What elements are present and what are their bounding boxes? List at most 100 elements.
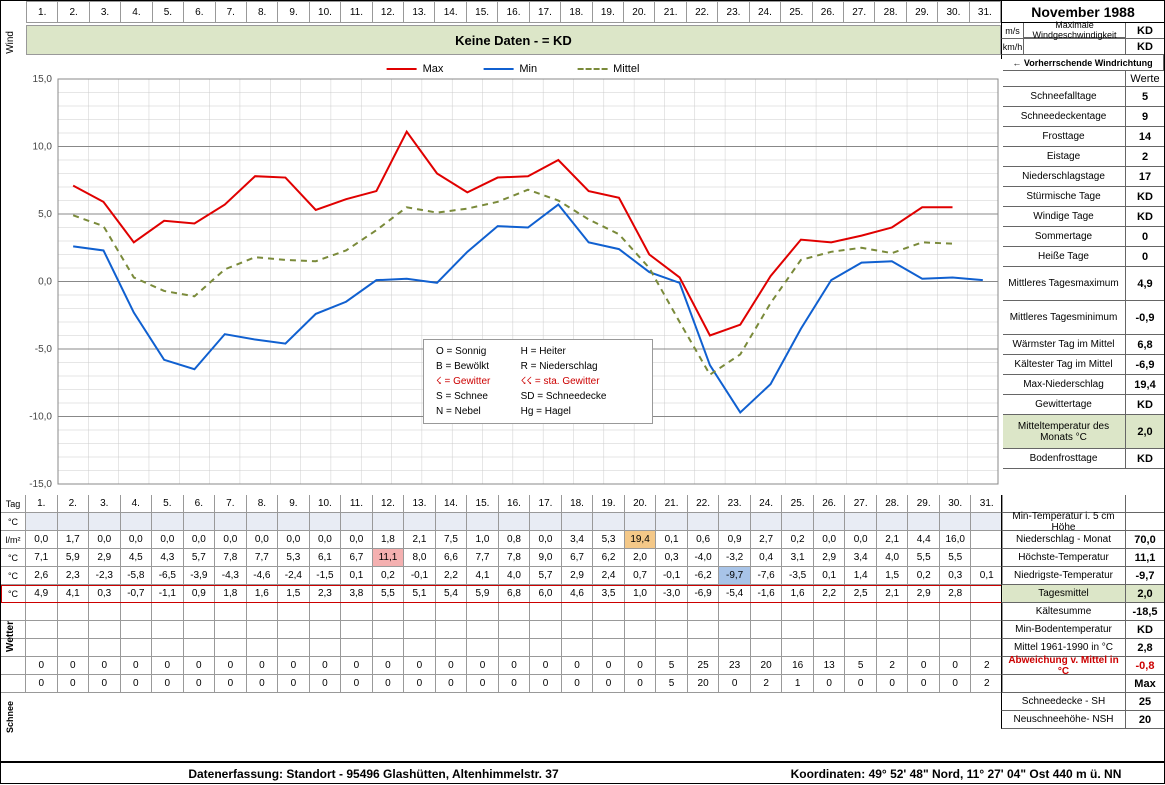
- row-label: Schneedecke - SH25: [1001, 693, 1164, 711]
- day-col-9: 9.: [278, 1, 309, 23]
- data-row: [1, 603, 1003, 621]
- stat-label: Wärmster Tag im Mittel: [1002, 335, 1126, 354]
- data-row: l/m²0,01,70,00,00,00,00,00,00,00,00,01,8…: [1, 531, 1003, 549]
- stat-label: Mitteltemperatur des Monats °C: [1002, 415, 1126, 448]
- day-col-20: 20.: [624, 1, 655, 23]
- wind-stats: m/s Maximale Windgeschwindigkeit KD km/h…: [1001, 23, 1164, 87]
- stats-table: Schneefalltage5Schneedeckentage9Frosttag…: [1001, 87, 1164, 469]
- weather-report: November 1988 1.2.3.4.5.6.7.8.9.10.11.12…: [0, 0, 1165, 784]
- day-col-10: 10.: [310, 1, 341, 23]
- footer: Datenerfassung: Standort - 95496 Glashüt…: [1, 761, 1165, 783]
- day-col-6: 6.: [184, 1, 215, 23]
- werte-label: Werte: [1126, 71, 1164, 86]
- stat-row: Schneedeckentage9: [1001, 107, 1164, 127]
- data-table: Tag1.2.3.4.5.6.7.8.9.10.11.12.13.14.15.1…: [1, 495, 1003, 693]
- stat-row: Eistage2: [1001, 147, 1164, 167]
- row-label: Abweichung v. Mittel in °C-0,8: [1001, 657, 1164, 675]
- stat-label: Eistage: [1002, 147, 1126, 166]
- row-label: Kältesumme-18,5: [1001, 603, 1164, 621]
- ms-val: KD: [1126, 23, 1164, 38]
- svg-text:-15,0: -15,0: [29, 479, 52, 490]
- stat-label: Frosttage: [1002, 127, 1126, 146]
- kmh-label: km/h: [1002, 39, 1024, 54]
- day-col-2: 2.: [58, 1, 89, 23]
- svg-text:5,0: 5,0: [38, 209, 52, 220]
- day-col-5: 5.: [153, 1, 184, 23]
- day-col-24: 24.: [750, 1, 781, 23]
- stat-label: Bodenfrosttage: [1002, 449, 1126, 468]
- day-col-26: 26.: [813, 1, 844, 23]
- stat-row: Wärmster Tag im Mittel6,8: [1001, 335, 1164, 355]
- data-row: [1, 639, 1003, 657]
- svg-text:15,0: 15,0: [33, 74, 53, 85]
- stat-label: Stürmische Tage: [1002, 187, 1126, 206]
- data-row: °C7,15,92,94,54,35,77,87,75,36,16,711,18…: [1, 549, 1003, 567]
- stat-value: 9: [1126, 107, 1164, 126]
- row-label: Min-Temperatur i. 5 cm Höhe: [1001, 513, 1164, 531]
- stat-row: Mitteltemperatur des Monats °C2,0: [1001, 415, 1164, 449]
- stat-label: Schneefalltage: [1002, 87, 1126, 106]
- stat-label: Kältester Tag im Mittel: [1002, 355, 1126, 374]
- data-row: 000000000000000000005252320161352002: [1, 657, 1003, 675]
- day-col-19: 19.: [593, 1, 624, 23]
- stat-label: Niederschlagstage: [1002, 167, 1126, 186]
- day-col-15: 15.: [467, 1, 498, 23]
- day-col-12: 12.: [373, 1, 404, 23]
- stat-label: Gewittertage: [1002, 395, 1126, 414]
- day-col-31: 31.: [970, 1, 1001, 23]
- day-col-14: 14.: [435, 1, 466, 23]
- stat-row: Mittleres Tagesmaximum4,9: [1001, 267, 1164, 301]
- stat-row: Windige TageKD: [1001, 207, 1164, 227]
- row-label: Min-BodentemperaturKD: [1001, 621, 1164, 639]
- max-wind-label: Maximale Windgeschwindigkeit: [1024, 23, 1126, 38]
- wind-dir-label: ← Vorherrschende Windrichtung: [1002, 55, 1164, 70]
- svg-text:0,0: 0,0: [38, 277, 52, 288]
- row-label: Niedrigste-Temperatur-9,7: [1001, 567, 1164, 585]
- stat-value: KD: [1126, 395, 1164, 414]
- stat-value: KD: [1126, 187, 1164, 206]
- stat-label: Windige Tage: [1002, 207, 1126, 226]
- data-row: °C2,62,3-2,3-5,8-6,5-3,9-4,3-4,6-2,4-1,5…: [1, 567, 1003, 585]
- stat-row: Frosttage14: [1001, 127, 1164, 147]
- day-col-21: 21.: [655, 1, 686, 23]
- stat-value: KD: [1126, 449, 1164, 468]
- day-col-25: 25.: [781, 1, 812, 23]
- stat-row: Max-Niederschlag19,4: [1001, 375, 1164, 395]
- day-col-4: 4.: [121, 1, 152, 23]
- stat-row: Schneefalltage5: [1001, 87, 1164, 107]
- row-label: Höchste-Temperatur11,1: [1001, 549, 1164, 567]
- day-col-7: 7.: [216, 1, 247, 23]
- kmh-val: KD: [1126, 39, 1164, 54]
- day-col-1: 1.: [27, 1, 58, 23]
- day-col-16: 16.: [498, 1, 529, 23]
- stat-row: GewittertageKD: [1001, 395, 1164, 415]
- stat-value: 0: [1126, 247, 1164, 266]
- data-row: °C: [1, 513, 1003, 531]
- day-col-3: 3.: [90, 1, 121, 23]
- stat-label: Sommertage: [1002, 227, 1126, 246]
- legend-max: Max: [387, 63, 444, 75]
- day-col-29: 29.: [907, 1, 938, 23]
- kd-banner: Keine Daten - = KD: [26, 25, 1001, 55]
- svg-text:-10,0: -10,0: [29, 412, 52, 423]
- stat-row: Kältester Tag im Mittel-6,9: [1001, 355, 1164, 375]
- stat-value: 5: [1126, 87, 1164, 106]
- day-col-30: 30.: [938, 1, 969, 23]
- day-col-17: 17.: [530, 1, 561, 23]
- stat-label: Mittleres Tagesmaximum: [1002, 267, 1126, 300]
- svg-text:-5,0: -5,0: [35, 344, 53, 355]
- stat-value: 0: [1126, 227, 1164, 246]
- stat-label: Mittleres Tagesminimum: [1002, 301, 1126, 334]
- stat-row: Heiße Tage0: [1001, 247, 1164, 267]
- stat-label: Schneedeckentage: [1002, 107, 1126, 126]
- stat-row: Stürmische TageKD: [1001, 187, 1164, 207]
- footer-right: Koordinaten: 49° 52' 48" Nord, 11° 27' 0…: [746, 763, 1165, 783]
- data-row: 00000000000000000000520021000002: [1, 675, 1003, 693]
- footer-left: Datenerfassung: Standort - 95496 Glashüt…: [1, 763, 746, 783]
- stat-row: BodenfrosttageKD: [1001, 449, 1164, 469]
- stat-value: 14: [1126, 127, 1164, 146]
- day-col-18: 18.: [561, 1, 592, 23]
- row-label: Neuschneehöhe- NSH20: [1001, 711, 1164, 729]
- legend-min: Min: [483, 63, 537, 75]
- day-col-27: 27.: [844, 1, 875, 23]
